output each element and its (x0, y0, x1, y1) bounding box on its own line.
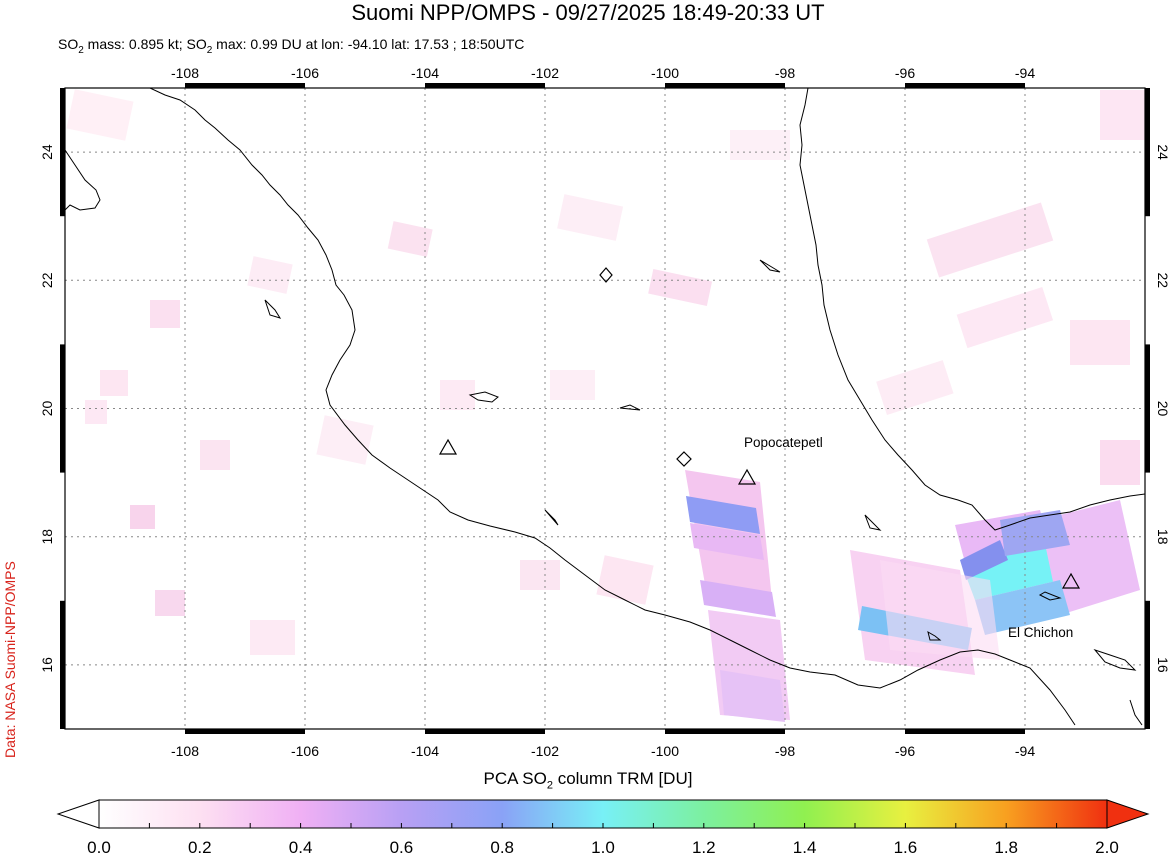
colorbar-tick-label: 1.6 (894, 838, 918, 855)
colorbar-tick-label: 0.2 (188, 838, 212, 855)
lat-tick-label-right: 18 (1155, 529, 1171, 545)
lat-tick-label-right: 16 (1155, 657, 1171, 673)
lon-tick-label-bottom: -102 (531, 743, 559, 759)
frame-bar-top (185, 83, 305, 88)
frame-scale-bars (60, 83, 1150, 734)
so2-summary: SO2 mass: 0.895 kt; SO2 max: 0.99 DU at … (58, 36, 525, 56)
frame-bar-left (60, 88, 65, 217)
lon-tick-label-bottom: -104 (411, 743, 439, 759)
lon-tick-label-bottom: -108 (171, 743, 199, 759)
lon-tick-label-top: -102 (531, 65, 559, 81)
lat-tick-label-right: 20 (1155, 401, 1171, 417)
axis-tick-labels: -108 -108 -106 -106 -104 -104 -102 -102 -100 -100… (39, 65, 1171, 759)
volcano-diamond-icon (599, 267, 613, 283)
volcano-triangle-icon (438, 438, 458, 455)
frame-bar-top (665, 83, 785, 88)
lon-tick-label-bottom: -98 (775, 743, 795, 759)
volcano-diamond-icon (676, 451, 692, 467)
colorbar-tick-label: 1.2 (692, 838, 716, 855)
colorbar-tick-label: 0.0 (87, 838, 111, 855)
map-title: Suomi NPP/OMPS - 09/27/2025 18:49-20:33 … (351, 0, 825, 25)
lon-tick-label-bottom: -106 (291, 743, 319, 759)
frame-bar-left (60, 600, 65, 729)
lon-tick-label-bottom: -94 (1015, 743, 1035, 759)
frame-bar-right (1145, 88, 1150, 217)
lat-tick-label-right: 22 (1155, 273, 1171, 289)
colorbar-ticks: 0.0 0.2 0.4 0.6 0.8 1.0 1.2 1.4 1.6 1.8 2.0 (87, 823, 1119, 855)
volcano-label-el-chichon: El Chichon (1008, 625, 1073, 640)
colorbar: 0.0 0.2 0.4 0.6 0.8 1.0 1.2 1.4 1.6 1.8 2.0 (56, 799, 1150, 855)
colorbar-title: PCA SO2 column TRM [DU] (483, 769, 693, 792)
colorbar-tick-label: 2.0 (1095, 838, 1119, 855)
frame-bar-right (1145, 344, 1150, 473)
colorbar-tick-label: 1.4 (793, 838, 817, 855)
frame-bar-top (905, 83, 1025, 88)
volcano-triangle-icon (737, 468, 757, 485)
volcano-label-popocatepetl: Popocatepetl (744, 435, 823, 450)
lat-tick-label-right: 24 (1155, 144, 1171, 160)
frame-bar-bottom (905, 729, 1025, 734)
frame-bar-bottom (665, 729, 785, 734)
lon-tick-label-bottom: -100 (651, 743, 679, 759)
frame-bar-left (60, 344, 65, 473)
lon-tick-label-top: -104 (411, 65, 439, 81)
lon-tick-label-top: -96 (895, 65, 915, 81)
frame-bar-right (1145, 600, 1150, 729)
lon-tick-label-top: -94 (1015, 65, 1035, 81)
lat-tick-label-left: 24 (39, 144, 55, 160)
lon-tick-label-top: -98 (775, 65, 795, 81)
lat-tick-label-left: 20 (39, 401, 55, 417)
colorbar-tick-label: 1.0 (591, 838, 615, 855)
lat-tick-label-left: 22 (39, 272, 55, 288)
colorbar-tick-label: 0.6 (390, 838, 414, 855)
lon-tick-label-bottom: -96 (895, 743, 915, 759)
lon-tick-label-top: -100 (651, 65, 679, 81)
frame-bar-top (425, 83, 545, 88)
frame-bar-bottom (425, 729, 545, 734)
volcano-triangle-icon (1061, 572, 1081, 589)
coastline (65, 88, 1145, 726)
graticule (65, 88, 1145, 729)
colorbar-tick-label: 0.8 (490, 838, 514, 855)
colorbar-tick-label: 1.8 (994, 838, 1018, 855)
frame-bar-bottom (185, 729, 305, 734)
so2-pixel-layer (66, 89, 1145, 722)
colorbar-tick-label: 0.4 (289, 838, 313, 855)
colorbar-low-arrow (56, 799, 100, 829)
lon-tick-label-top: -108 (171, 65, 199, 81)
colorbar-high-arrow (1106, 799, 1150, 829)
lat-tick-label-left: 18 (39, 529, 55, 545)
so2-map: Popocatepetl El Chichon -108 -108 -106 -106… (39, 65, 1171, 759)
lat-tick-label-left: 16 (39, 657, 55, 673)
lon-tick-label-top: -106 (291, 65, 319, 81)
volcano-markers (438, 267, 1081, 589)
